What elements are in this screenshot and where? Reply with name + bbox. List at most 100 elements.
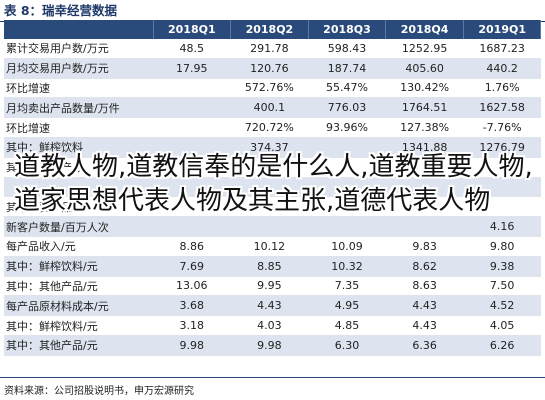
table-cell <box>153 97 231 119</box>
table-cell: 187.74 <box>308 58 386 79</box>
table-row: 其中：鲜榨饮料 374.37 1341.88 1276.79 <box>4 137 541 158</box>
table-header-row: 2018Q1 2018Q2 2018Q3 2018Q4 2019Q1 <box>4 20 542 39</box>
row-label: 每产品原材料成本/元 <box>4 295 153 317</box>
table-cell: 598.43 <box>308 39 386 59</box>
table-cell: 400.1 <box>230 97 309 119</box>
table-cell: 8.63 <box>385 276 464 297</box>
table-cell: 572.76% <box>230 78 309 99</box>
table-cell: 13.06 <box>153 276 231 297</box>
column-header: 2018Q4 <box>385 20 464 39</box>
table-row: 累计交易用户数/万元 48.5 291.78 598.43 1252.95 1687.23 <box>4 39 541 59</box>
row-label: 其中：鲜榨饮料/元 <box>4 315 153 336</box>
table-cell: 9.98 <box>153 335 231 356</box>
table-cell: 4.03 <box>230 315 309 336</box>
table-cell: 10.32 <box>308 256 386 277</box>
row-label: 其中：其他产品/元 <box>4 335 153 356</box>
table-row <box>4 177 541 198</box>
table-cell: 9.38 <box>463 256 541 277</box>
row-label: 月均交易用户数/万元 <box>4 58 153 79</box>
table-row: 其中：鲜榨饮料/元 3.18 4.03 4.85 4.43 4.05 <box>4 315 541 336</box>
row-label: 月均卖出产品数量/万件 <box>4 97 153 119</box>
table-cell <box>385 177 464 198</box>
table-cell <box>153 216 231 237</box>
table-cell: 3.18 <box>153 315 231 336</box>
column-header: 2018Q3 <box>308 20 387 39</box>
table-cell: 7.69 <box>153 256 231 277</box>
table-cell: 8.85 <box>230 256 309 277</box>
row-label: 环比增速 <box>4 78 153 99</box>
table-cell: 8.86 <box>153 236 231 257</box>
header-blank <box>4 20 154 39</box>
table-row: 月均卖出产品数量/万件 400.1 776.03 1764.51 1627.58 <box>4 97 541 119</box>
table-cell <box>230 177 309 198</box>
table-cell: 4.95 <box>308 295 386 317</box>
table-cell <box>463 196 541 218</box>
source-note: 资料来源：公司招股说明书，申万宏源研究 <box>4 386 194 397</box>
table-cell: 405.60 <box>385 58 464 79</box>
table-cell: 127.38% <box>385 117 464 138</box>
table-row: 每产品原材料成本/元 3.68 4.43 4.95 4.43 4.52 <box>4 295 541 317</box>
table-cell: 1764.51 <box>385 97 464 119</box>
table-cell: 6.30 <box>308 335 386 356</box>
table-cell: 776.03 <box>308 97 386 119</box>
table-cell <box>385 157 464 178</box>
row-label: 其中：鲜榨饮料/元 <box>4 256 153 277</box>
table-cell: 130.42% <box>385 78 464 99</box>
table-cell: 291.78 <box>230 39 309 59</box>
row-label: 新客户数量/百万人次 <box>4 216 153 237</box>
table-cell: 9.83 <box>385 236 464 257</box>
table-cell: 1252.95 <box>385 39 464 59</box>
table-cell: 4.43 <box>230 295 309 317</box>
table-cell <box>308 157 386 178</box>
table-cell <box>463 157 541 178</box>
table-row: 月均交易用户数/万元 17.95 120.76 187.74 405.60 440.2 <box>4 58 541 79</box>
table-cell: 9.95 <box>230 276 309 297</box>
table-cell: 10.09 <box>308 236 386 257</box>
table-cell <box>230 157 309 178</box>
row-label: 其中：其他产品/元 <box>4 276 153 297</box>
table-cell <box>308 196 386 218</box>
table-cell: 120.76 <box>230 58 309 79</box>
table-cell: 440.2 <box>463 58 541 79</box>
table-cell: 4.16 <box>463 216 541 237</box>
row-label: 每产品收入/元 <box>4 236 153 257</box>
row-label: 其中：其他产品 <box>4 157 153 178</box>
column-header: 2018Q2 <box>230 20 309 39</box>
table-row: 其中：要产品 <box>4 196 541 218</box>
source-rule <box>0 377 545 378</box>
table-cell <box>385 216 464 237</box>
row-label <box>4 177 153 198</box>
table-row: 环比增速 720.72% 93.96% 127.38% -7.76% <box>4 117 541 138</box>
table-cell: 1687.23 <box>463 39 541 59</box>
table-cell <box>153 137 231 158</box>
table-cell: 720.72% <box>230 117 309 138</box>
table-row: 其中：其他产品/元 13.06 9.95 7.35 8.63 7.50 <box>4 276 541 297</box>
table-cell: 4.52 <box>463 295 541 317</box>
operating-data-table: 2018Q1 2018Q2 2018Q3 2018Q4 2019Q1 累计交易用户数/万… <box>4 20 542 356</box>
table-cell: 3.68 <box>153 295 231 317</box>
column-header: 2019Q1 <box>463 20 542 39</box>
overlay-caption: 道教人物,道教信奉的是什么人,道教重要人物,道家思想代表人物及其主张,道德代表人… <box>14 152 533 216</box>
row-label: 累计交易用户数/万元 <box>4 39 153 59</box>
table-title: 表 8：瑞幸经营数据 <box>4 3 118 18</box>
table-cell: 4.43 <box>385 295 464 317</box>
table-cell <box>308 216 386 237</box>
table-cell <box>308 177 386 198</box>
table-cell: 9.80 <box>463 236 541 257</box>
table-cell: 6.36 <box>385 335 464 356</box>
table-row: 其中：其他产品/元 9.98 9.98 6.30 6.36 6.26 <box>4 335 541 356</box>
table-cell <box>385 196 464 218</box>
table-cell: 374.37 <box>230 137 309 158</box>
table-cell: 1276.79 <box>463 137 541 158</box>
table-cell <box>153 157 231 178</box>
table-cell: 1.76% <box>463 78 541 99</box>
table-cell: 55.47% <box>308 78 386 99</box>
table-cell: 6.26 <box>463 335 541 356</box>
table-cell <box>153 177 231 198</box>
table-cell <box>153 78 231 99</box>
row-label: 其中：鲜榨饮料 <box>4 137 153 158</box>
table-row: 环比增速 572.76% 55.47% 130.42% 1.76% <box>4 78 541 99</box>
table-cell: 4.85 <box>308 315 386 336</box>
table-cell: 8.62 <box>385 256 464 277</box>
table-cell <box>463 177 541 198</box>
